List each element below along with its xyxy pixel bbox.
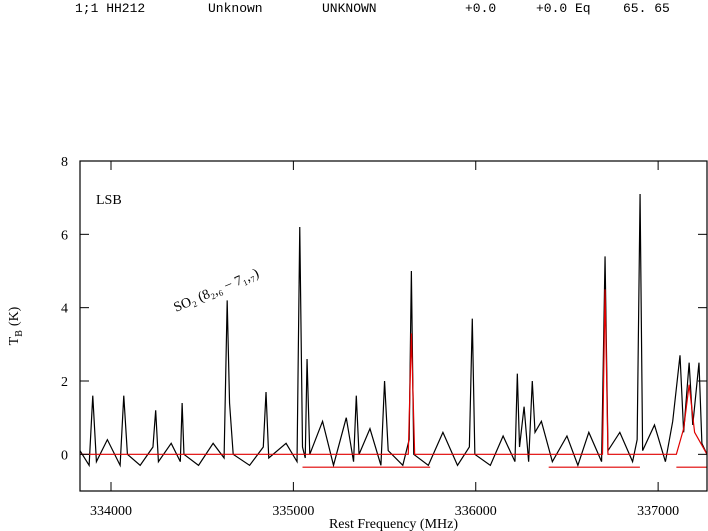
y-axis-label: TB (K) [7,306,25,345]
y-label-subscript: B [14,330,25,337]
plot-frame [79,160,708,492]
header-field: 1;1 HH212 [75,1,145,16]
y-tick-label: 2 [61,375,68,390]
header-field: Unknown [208,1,263,16]
y-tick-label: 0 [61,448,68,463]
header-field: 65. 65 [623,1,670,16]
spectrum-line [79,193,708,468]
y-label-unit: (K) [7,306,22,326]
x-tick-label: 334000 [90,504,132,519]
spectrum-line [80,289,708,455]
x-tick-label: 337000 [637,504,679,519]
y-tick-label: 6 [61,228,68,243]
y-label-symbol: T [7,336,22,345]
sideband-label: LSB [96,193,122,208]
y-tick-label: 4 [61,302,68,317]
x-tick-label: 335000 [272,504,314,519]
header-field: UNKNOWN [322,1,377,16]
y-tick-label: 8 [61,155,68,170]
x-axis-label: Rest Frequency (MHz) [329,517,458,531]
header-field: +0.0 [465,1,496,16]
x-tick-label: 336000 [455,504,497,519]
header-field: +0.0 Eq [536,1,591,16]
